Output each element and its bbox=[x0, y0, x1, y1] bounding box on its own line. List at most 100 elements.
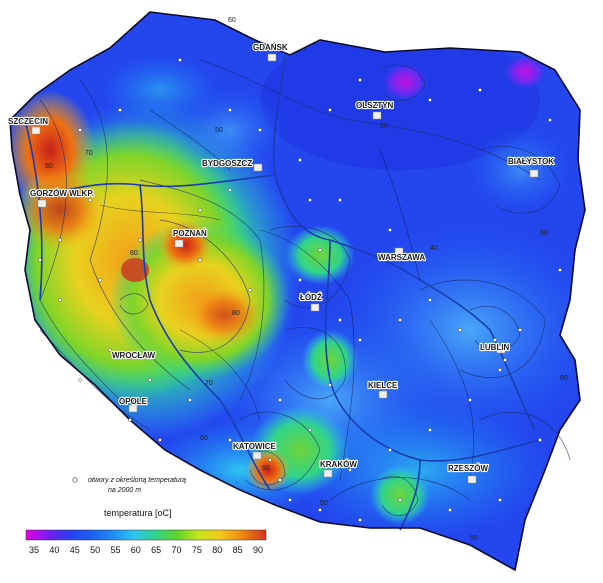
svg-text:OLSZTYN: OLSZTYN bbox=[356, 101, 394, 110]
city-olsztyn: OLSZTYN OLSZTYN bbox=[355, 100, 395, 120]
legend-tick-label: 80 bbox=[212, 545, 222, 555]
isoline-label: 50 bbox=[215, 127, 223, 134]
city-wroclaw: WROCŁAW WROCŁAW bbox=[111, 350, 157, 361]
city-label-lodz: ŁÓDŹ bbox=[300, 293, 322, 302]
city-marker bbox=[467, 475, 477, 484]
isoline-label: 80 bbox=[45, 163, 53, 170]
isoline-label: 50 bbox=[470, 535, 478, 542]
legend-tick-label: 50 bbox=[90, 545, 100, 555]
city-label-gdansk: GDAŃSK bbox=[253, 43, 288, 52]
city-lublin: LUBLIN LUBLIN bbox=[479, 342, 511, 354]
city-label-poznan: POZNAŃ bbox=[173, 229, 207, 238]
svg-text:ŁÓDŹ: ŁÓDŹ bbox=[300, 293, 322, 302]
legend-tick-label: 35 bbox=[29, 545, 39, 555]
isoline-label: 70 bbox=[205, 380, 213, 387]
legend-tick-label: 65 bbox=[151, 545, 161, 555]
city-rzeszow: RZESZÓW RZESZÓW bbox=[447, 463, 490, 484]
city-warszawa: WARSZAWA WARSZAWA bbox=[377, 247, 426, 263]
city-label-kielce: KIELCE bbox=[368, 381, 398, 390]
legend-tick-label: 90 bbox=[253, 545, 263, 555]
city-label-gorzow: GORZÓW WLKP. bbox=[30, 189, 94, 198]
city-marker bbox=[253, 163, 263, 172]
isoline-label: 50 bbox=[320, 500, 328, 507]
isoline-label: 80 bbox=[130, 250, 138, 257]
svg-text:KATOWICE: KATOWICE bbox=[233, 442, 276, 451]
isoline-label: 60 bbox=[228, 17, 236, 24]
svg-text:RZESZÓW: RZESZÓW bbox=[448, 464, 488, 473]
city-marker bbox=[496, 345, 506, 354]
city-krakow: KRAKÓW KRAKÓW bbox=[319, 459, 358, 478]
city-marker bbox=[267, 53, 277, 62]
city-marker bbox=[31, 126, 41, 135]
isoline-label: 60 bbox=[560, 375, 568, 382]
svg-text:BYDGOSZCZ: BYDGOSZCZ bbox=[202, 159, 252, 168]
city-opole: OPOLE OPOLE bbox=[118, 396, 149, 413]
city-gdansk: GDAŃSK GDAŃSK bbox=[252, 42, 289, 62]
svg-text:KIELCE: KIELCE bbox=[368, 381, 398, 390]
isoline-label: 50 bbox=[540, 230, 548, 237]
legend-tick-label: 75 bbox=[192, 545, 202, 555]
legend-tick-label: 60 bbox=[131, 545, 141, 555]
isoline-label: 90 bbox=[262, 465, 270, 472]
svg-text:POZNAŃ: POZNAŃ bbox=[173, 229, 207, 238]
city-label-opole: OPOLE bbox=[119, 397, 148, 406]
svg-text:SZCZECIN: SZCZECIN bbox=[8, 117, 48, 126]
city-label-rzeszow: RZESZÓW bbox=[448, 464, 488, 473]
city-lodz: ŁÓDŹ ŁÓDŹ bbox=[299, 292, 323, 312]
svg-text:WARSZAWA: WARSZAWA bbox=[378, 253, 425, 262]
svg-text:GORZÓW WLKP.: GORZÓW WLKP. bbox=[30, 189, 94, 198]
legend-title: temperatura [oC] bbox=[104, 508, 172, 518]
city-label-szczecin: SZCZECIN bbox=[8, 117, 48, 126]
borehole-markers bbox=[38, 58, 562, 522]
svg-text:LUBLIN: LUBLIN bbox=[480, 343, 510, 352]
city-label-bydgoszcz: BYDGOSZCZ bbox=[202, 159, 252, 168]
isoline-label: 50 bbox=[380, 123, 388, 130]
city-marker bbox=[128, 404, 138, 413]
svg-text:GDAŃSK: GDAŃSK bbox=[253, 43, 288, 52]
note-line-1: otwory z określoną temperaturą bbox=[88, 477, 186, 484]
legend-tick-label: 55 bbox=[110, 545, 120, 555]
city-bialystok: BIAŁYSTOK BIAŁYSTOK bbox=[507, 156, 555, 178]
isoline-label: 60 bbox=[200, 435, 208, 442]
rivers bbox=[24, 54, 541, 531]
legend-tick-label: 85 bbox=[233, 545, 243, 555]
isoline-label: 80 bbox=[232, 310, 240, 317]
city-marker bbox=[323, 469, 333, 478]
city-layer: GDAŃSK GDAŃSK OLSZTYN OLSZTYN SZCZECIN S… bbox=[7, 42, 555, 484]
isoline-label: 70 bbox=[85, 150, 93, 157]
city-marker bbox=[174, 239, 184, 248]
legend-tick-label: 70 bbox=[172, 545, 182, 555]
city-marker bbox=[378, 390, 388, 399]
legend-tick-label: 45 bbox=[70, 545, 80, 555]
city-marker bbox=[37, 199, 47, 208]
note-line-2: na 2000 m bbox=[108, 487, 141, 494]
legend-tick-label: 40 bbox=[49, 545, 59, 555]
city-szczecin: SZCZECIN SZCZECIN bbox=[7, 116, 49, 135]
svg-text:OPOLE: OPOLE bbox=[119, 397, 148, 406]
legend: temperatura [oC] 35 40 45 50 55 60 65 70 75 80 85 9… bbox=[25, 508, 267, 555]
city-label-katowice: KATOWICE bbox=[233, 442, 276, 451]
city-label-wroclaw: WROCŁAW bbox=[112, 351, 156, 360]
city-marker bbox=[372, 111, 382, 120]
city-label-olsztyn: OLSZTYN bbox=[356, 101, 394, 110]
isoline-labels: 60 50 50 40 50 80 80 70 70 60 60 50 50 9… bbox=[45, 17, 568, 542]
city-label-warszawa: WARSZAWA bbox=[378, 253, 425, 262]
city-label-krakow: KRAKÓW bbox=[320, 460, 357, 469]
borehole-symbol-icon bbox=[72, 477, 78, 483]
city-bydgoszcz: BYDGOSZCZ BYDGOSZCZ bbox=[201, 158, 263, 172]
svg-text:KRAKÓW: KRAKÓW bbox=[320, 460, 357, 469]
city-katowice: KATOWICE KATOWICE bbox=[232, 441, 278, 460]
city-marker bbox=[252, 451, 262, 460]
svg-text:WROCŁAW: WROCŁAW bbox=[112, 351, 156, 360]
city-label-bialystok: BIAŁYSTOK bbox=[508, 157, 554, 166]
isoline-label: 40 bbox=[430, 245, 438, 252]
svg-text:BIAŁYSTOK: BIAŁYSTOK bbox=[508, 157, 554, 166]
borehole-note: otwory z określoną temperaturą na 2000 m bbox=[72, 477, 186, 494]
city-label-lublin: LUBLIN bbox=[480, 343, 510, 352]
city-marker bbox=[310, 303, 320, 312]
city-marker bbox=[394, 247, 404, 256]
city-poznan: POZNAŃ POZNAŃ bbox=[172, 228, 208, 248]
